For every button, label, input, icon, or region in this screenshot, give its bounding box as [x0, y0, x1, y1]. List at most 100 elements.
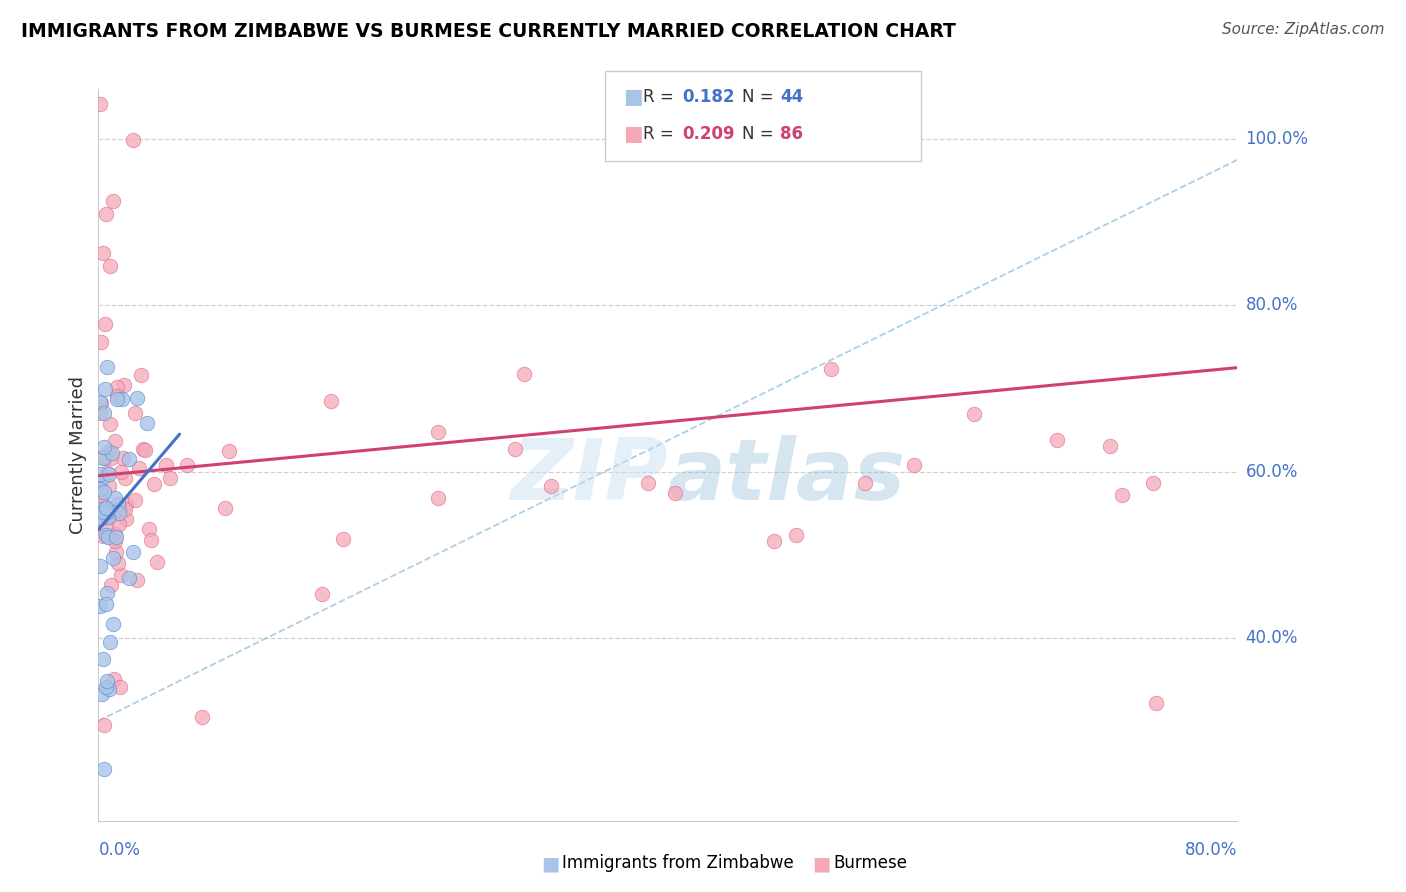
Point [121, 545, 143, 559]
Point [93, 762, 115, 776]
Point [98, 259, 121, 273]
Point [89, 558, 111, 573]
Text: ZIP: ZIP [510, 435, 668, 518]
Point [108, 517, 131, 532]
Point [143, 476, 166, 491]
Point [96, 673, 118, 688]
Point [105, 530, 128, 544]
Point [89, 493, 111, 508]
Text: 80.0%: 80.0% [1185, 841, 1237, 859]
Text: IMMIGRANTS FROM ZIMBABWE VS BURMESE CURRENTLY MARRIED CORRELATION CHART: IMMIGRANTS FROM ZIMBABWE VS BURMESE CURR… [21, 22, 956, 41]
Point [118, 571, 141, 585]
Point [89, 488, 111, 502]
Point [138, 522, 160, 536]
Point [311, 587, 333, 601]
Point [319, 393, 342, 408]
Point [105, 380, 128, 394]
Point [97, 509, 120, 524]
Point [91, 529, 114, 543]
Point [903, 458, 925, 472]
Text: 80.0%: 80.0% [1246, 296, 1298, 314]
Point [218, 443, 240, 458]
Point [503, 442, 526, 456]
Point [105, 389, 128, 403]
Point [91, 471, 114, 485]
Point [146, 555, 169, 569]
Point [963, 407, 986, 421]
Point [114, 471, 136, 485]
Point [190, 710, 212, 724]
Text: R =: R = [643, 88, 679, 106]
Point [96, 359, 118, 374]
Text: ■: ■ [623, 87, 643, 108]
Text: 44: 44 [780, 88, 804, 106]
Point [89, 406, 111, 420]
Point [785, 528, 807, 542]
Point [1142, 476, 1164, 491]
Text: 0.0%: 0.0% [98, 841, 141, 859]
Point [853, 475, 876, 490]
Point [101, 551, 124, 566]
Point [100, 450, 122, 465]
Point [97, 444, 120, 458]
Point [89, 396, 111, 410]
Point [100, 509, 122, 524]
Point [103, 527, 125, 541]
Point [664, 486, 686, 500]
Point [93, 718, 115, 732]
Point [93, 440, 115, 454]
Text: Source: ZipAtlas.com: Source: ZipAtlas.com [1222, 22, 1385, 37]
Point [93, 246, 115, 260]
Text: 100.0%: 100.0% [1246, 130, 1309, 148]
Point [98, 634, 121, 648]
Point [96, 680, 118, 694]
Point [96, 586, 118, 600]
Point [98, 417, 121, 431]
Point [89, 512, 111, 526]
Point [114, 501, 136, 516]
Point [107, 557, 129, 571]
Text: ■: ■ [541, 854, 560, 873]
Point [107, 497, 129, 511]
Point [124, 406, 146, 420]
Point [103, 673, 125, 687]
Point [1111, 488, 1133, 502]
Point [104, 434, 127, 448]
Point [111, 392, 134, 406]
Point [96, 518, 118, 533]
Point [96, 466, 118, 480]
Point [104, 533, 127, 548]
Point [115, 497, 138, 511]
Point [91, 652, 114, 666]
Text: atlas: atlas [668, 435, 905, 518]
Point [91, 450, 114, 465]
Point [90, 511, 112, 525]
Point [540, 479, 562, 493]
Point [94, 500, 117, 515]
Point [105, 392, 128, 407]
Point [93, 485, 115, 500]
Point [1098, 440, 1121, 454]
Point [94, 528, 117, 542]
Point [90, 335, 112, 350]
Point [101, 446, 124, 460]
Point [128, 461, 150, 475]
Text: 0.209: 0.209 [682, 126, 734, 144]
Point [110, 680, 132, 694]
Point [332, 532, 354, 546]
Point [136, 416, 159, 430]
Point [134, 443, 156, 458]
Point [112, 451, 135, 466]
Point [132, 442, 155, 456]
Point [762, 534, 785, 549]
Point [637, 476, 659, 491]
Text: 0.182: 0.182 [682, 88, 734, 106]
Point [105, 545, 128, 559]
Point [110, 465, 132, 479]
Point [110, 568, 132, 582]
Point [90, 499, 112, 513]
Text: Burmese: Burmese [834, 855, 908, 872]
Point [94, 450, 117, 465]
Point [89, 483, 111, 497]
Point [1144, 696, 1167, 710]
